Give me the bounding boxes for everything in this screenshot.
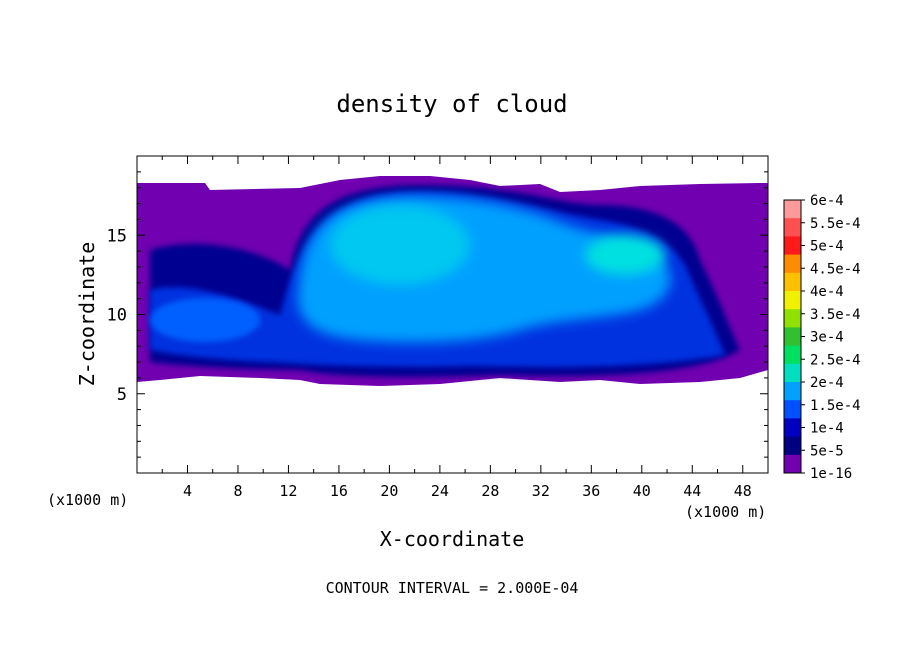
x-tick-label: 16 <box>330 482 348 500</box>
colorbar-label: 6e-4 <box>810 193 844 209</box>
x-unit-left: (x1000 m) <box>47 491 128 509</box>
cloud-cyan-left <box>330 205 470 285</box>
cloud-cyan-right <box>585 235 665 275</box>
colorbar-swatch <box>784 254 801 274</box>
x-tick-label: 40 <box>633 482 651 500</box>
colorbar-swatch <box>784 200 801 219</box>
colorbar-swatch <box>784 436 801 456</box>
colorbar-label: 4.5e-4 <box>810 261 861 277</box>
y-tick-label: 10 <box>107 306 127 326</box>
x-tick-label: 28 <box>481 482 499 500</box>
colorbar-label: 4e-4 <box>810 284 844 300</box>
colorbar-label: 1e-16 <box>810 466 852 482</box>
colorbar-swatch <box>784 236 801 256</box>
colorbar-label: 5.5e-4 <box>810 216 861 232</box>
x-tick-label: 8 <box>233 482 242 500</box>
colorbar-swatch <box>784 363 801 383</box>
colorbar-label: 3.5e-4 <box>810 307 861 323</box>
x-unit-right: (x1000 m) <box>685 503 766 521</box>
colorbar-label: 2e-4 <box>810 375 844 391</box>
colorbar-swatch <box>784 272 801 292</box>
contour-interval-note: CONTOUR INTERVAL = 2.000E-04 <box>326 579 579 597</box>
colorbar-swatch <box>784 218 801 237</box>
colorbar-label: 2.5e-4 <box>810 352 861 368</box>
y-tick-label: 15 <box>107 226 127 246</box>
chart-title: density of cloud <box>336 90 567 118</box>
cloud-left-lobe <box>150 298 260 342</box>
y-axis-label: Z-coordinate <box>75 242 99 387</box>
x-axis-label: X-coordinate <box>380 527 525 551</box>
x-tick-label: 12 <box>279 482 297 500</box>
x-tick-label: 48 <box>734 482 752 500</box>
colorbar: 6e-4 5.5e-4 5e-4 4.5e-4 4e-4 3.5e-4 3e-4 2.5e-4… <box>783 193 861 482</box>
colorbar-swatch <box>784 291 801 310</box>
colorbar-swatch <box>784 345 801 365</box>
colorbar-label: 5e-4 <box>810 239 844 255</box>
colorbar-label: 5e-5 <box>810 443 844 459</box>
colorbar-swatch <box>784 327 801 347</box>
x-tick-label: 44 <box>683 482 701 500</box>
y-axis: 5 10 15 <box>107 171 768 458</box>
colorbar-swatch <box>784 454 801 474</box>
colorbar-swatch <box>784 418 801 438</box>
x-tick-label: 20 <box>380 482 398 500</box>
colorbar-label: 1.5e-4 <box>810 398 861 414</box>
x-tick-label: 4 <box>183 482 192 500</box>
colorbar-swatch <box>784 382 801 401</box>
colorbar-swatch <box>784 400 801 419</box>
x-axis: 4 8 12 16 20 24 28 32 36 40 44 48 <box>161 156 752 500</box>
x-tick-label: 36 <box>582 482 600 500</box>
x-tick-label: 24 <box>431 482 449 500</box>
colorbar-swatch <box>784 309 801 328</box>
colorbar-label: 1e-4 <box>810 421 844 437</box>
y-tick-label: 5 <box>117 385 127 405</box>
colorbar-label: 3e-4 <box>810 330 844 346</box>
cloud-density-field <box>137 156 768 473</box>
x-tick-label: 32 <box>532 482 550 500</box>
